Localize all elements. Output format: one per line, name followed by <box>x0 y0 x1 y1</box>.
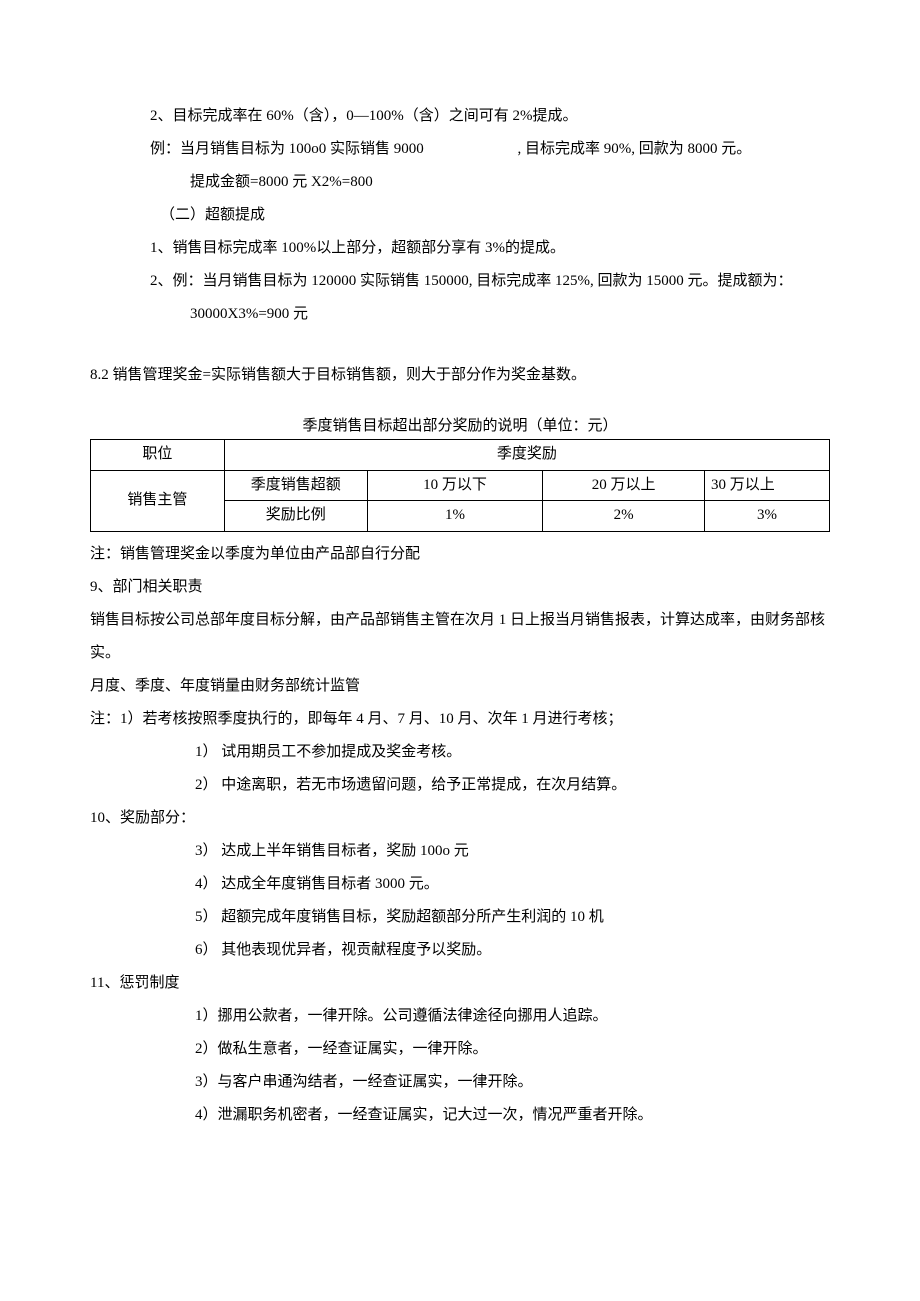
para-example-1: 例：当月销售目标为 100o0 实际销售 9000 , 目标完成率 90%, 回… <box>90 133 830 166</box>
td-tier-3: 30 万以上 <box>705 470 830 501</box>
td-overflow-label: 季度销售超额 <box>224 470 367 501</box>
para-rule-overflow-1: 1、销售目标完成率 100%以上部分，超额部分享有 3%的提成。 <box>90 232 830 265</box>
para-note-alloc: 注：销售管理奖金以季度为单位由产品部自行分配 <box>90 538 830 571</box>
para-9-title: 9、部门相关职责 <box>90 571 830 604</box>
para-calc-2: 30000X3%=900 元 <box>90 298 830 331</box>
example-1-right: , 目标完成率 90%, 回款为 8000 元。 <box>518 133 752 166</box>
para-note-sub-2: 2） 中途离职，若无市场遗留问题，给予正常提成，在次月结算。 <box>90 769 830 802</box>
para-10-6: 6） 其他表现优异者，视贡献程度予以奖励。 <box>90 934 830 967</box>
td-ratio-3: 3% <box>705 501 830 532</box>
para-9-body: 销售目标按公司总部年度目标分解，由产品部销售主管在次月 1 日上报当月销售报表，… <box>90 604 830 670</box>
td-ratio-label: 奖励比例 <box>224 501 367 532</box>
para-11-1: 1）挪用公款者，一律开除。公司遵循法律途径向挪用人追踪。 <box>90 1000 830 1033</box>
para-note-sub-1: 1） 试用期员工不参加提成及奖金考核。 <box>90 736 830 769</box>
td-tier-1: 10 万以下 <box>367 470 543 501</box>
para-8-2: 8.2 销售管理奖金=实际销售额大于目标销售额，则大于部分作为奖金基数。 <box>90 359 830 392</box>
para-11-2: 2）做私生意者，一经查证属实，一律开除。 <box>90 1033 830 1066</box>
para-10-title: 10、奖励部分： <box>90 802 830 835</box>
td-ratio-2: 2% <box>543 501 705 532</box>
para-rule-2: 2、目标完成率在 60%（含），0—100%（含）之间可有 2%提成。 <box>90 100 830 133</box>
example-1-left: 例：当月销售目标为 100o0 实际销售 9000 <box>150 133 424 166</box>
para-calc-1: 提成金额=8000 元 X2%=800 <box>90 166 830 199</box>
td-tier-2: 20 万以上 <box>543 470 705 501</box>
para-section-2: （二）超额提成 <box>90 199 830 232</box>
para-11-4: 4）泄漏职务机密者，一经查证属实，记大过一次，情况严重者开除。 <box>90 1099 830 1132</box>
para-10-3: 3） 达成上半年销售目标者，奖励 100o 元 <box>90 835 830 868</box>
para-9-stats: 月度、季度、年度销量由财务部统计监管 <box>90 670 830 703</box>
td-position: 销售主管 <box>91 470 225 531</box>
table-row: 职位 季度奖励 <box>91 440 830 471</box>
td-ratio-1: 1% <box>367 501 543 532</box>
para-11-3: 3）与客户串通沟结者，一经查证属实，一律开除。 <box>90 1066 830 1099</box>
th-position: 职位 <box>91 440 225 471</box>
bonus-table: 职位 季度奖励 销售主管 季度销售超额 10 万以下 20 万以上 30 万以上… <box>90 439 830 532</box>
table-row: 销售主管 季度销售超额 10 万以下 20 万以上 30 万以上 <box>91 470 830 501</box>
para-11-title: 11、惩罚制度 <box>90 967 830 1000</box>
para-10-4: 4） 达成全年度销售目标者 3000 元。 <box>90 868 830 901</box>
th-quarter-bonus: 季度奖励 <box>224 440 829 471</box>
para-note-1: 注：1）若考核按照季度执行的，即每年 4 月、7 月、10 月、次年 1 月进行… <box>90 703 830 736</box>
para-example-2: 2、例：当月销售目标为 120000 实际销售 150000, 目标完成率 12… <box>90 265 830 298</box>
para-10-5: 5） 超额完成年度销售目标，奖励超额部分所产生利润的 10 机 <box>90 901 830 934</box>
